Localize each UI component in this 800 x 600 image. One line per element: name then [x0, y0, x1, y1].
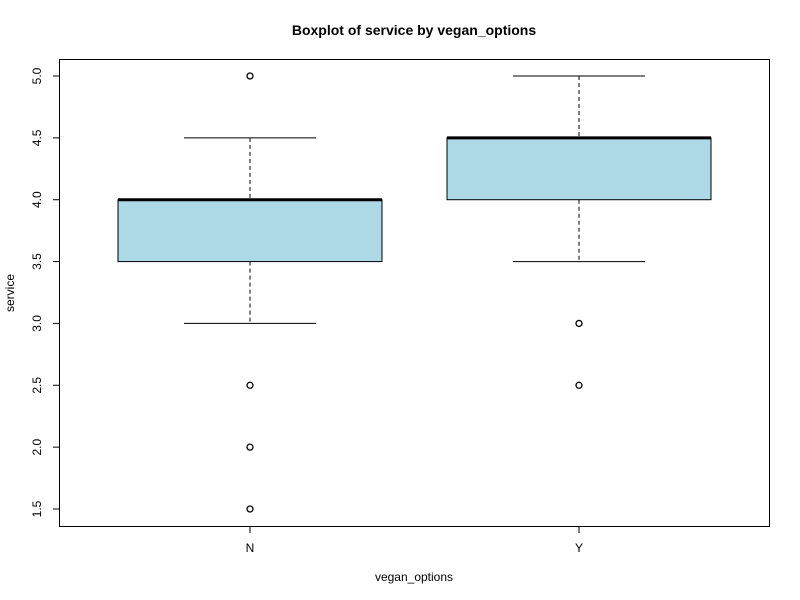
y-tick-label: 3.5 [30, 253, 44, 270]
x-tick-label: Y [575, 541, 583, 555]
y-tick-label: 5.0 [30, 67, 44, 84]
y-tick-label: 3.0 [30, 315, 44, 332]
iqr-box [446, 137, 712, 201]
y-tick-label: 1.5 [30, 500, 44, 517]
y-tick-label: 4.5 [30, 129, 44, 146]
box-N [117, 72, 383, 513]
outlier-point [575, 319, 583, 328]
outlier-point [575, 381, 583, 389]
outlier-point [246, 72, 254, 80]
iqr-box [117, 199, 383, 263]
outlier-point [246, 443, 254, 451]
y-tick-label: 2.5 [30, 377, 44, 394]
box-group [117, 72, 712, 513]
x-axis-label: vegan_options [375, 570, 453, 584]
x-tick-label: N [246, 541, 255, 555]
chart-title: Boxplot of service by vegan_options [292, 22, 536, 38]
outlier-point [246, 381, 254, 389]
plot-frame [59, 59, 770, 527]
box-Y [446, 75, 712, 389]
y-tick-label: 2.0 [30, 438, 44, 455]
y-tick-label: 4.0 [30, 191, 44, 208]
y-axis-label: service [3, 274, 17, 312]
outlier-point [246, 505, 254, 513]
y-axis: 1.5 2.0 2.5 3.0 3.5 4.0 4.5 5.0 [30, 67, 60, 517]
